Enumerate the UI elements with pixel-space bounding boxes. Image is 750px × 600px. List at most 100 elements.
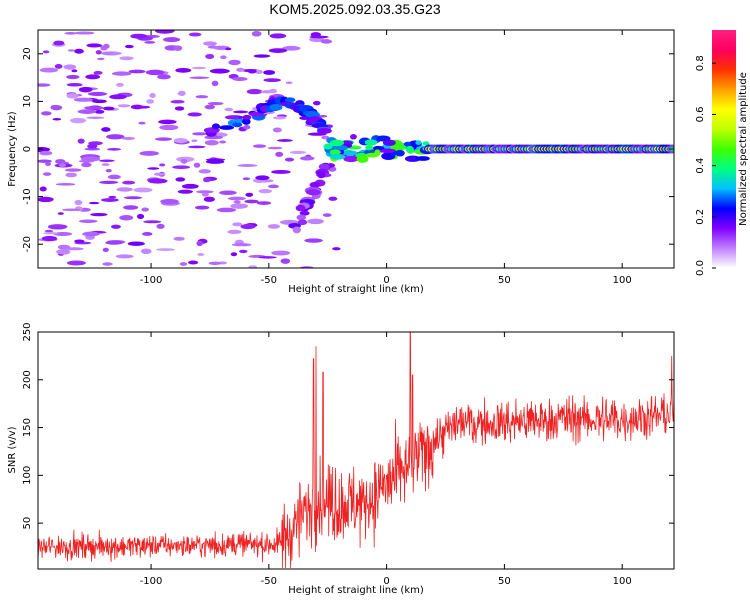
spectral-blob (87, 143, 98, 149)
spectral-blob (342, 150, 358, 156)
spectral-blob (136, 105, 151, 109)
spectral-blob (415, 140, 422, 145)
spectral-blob (180, 158, 188, 164)
spectral-blob (101, 198, 119, 202)
spectral-blob (304, 238, 323, 243)
spectral-blob (207, 101, 224, 106)
spectral-blob (251, 30, 262, 37)
spectral-blob (187, 145, 206, 149)
spectral-blob (246, 88, 263, 95)
spectral-blob (269, 103, 283, 111)
spectral-blob (195, 190, 214, 194)
spectral-blob (145, 69, 165, 76)
x-tick-label: 50 (498, 275, 511, 286)
spectrogram-xlabel: Height of straight line (km) (288, 284, 424, 295)
snr-ylabel: SNR (v/v) (7, 426, 18, 473)
spectral-blob (158, 119, 177, 125)
spectral-blob (187, 260, 199, 265)
spectral-blob (38, 83, 51, 87)
spectral-blob (42, 172, 52, 176)
spectral-blob (237, 164, 258, 167)
spectral-blob (240, 223, 256, 230)
spectral-blob (86, 43, 102, 48)
spectral-blob (111, 71, 132, 76)
spectral-blob (191, 66, 207, 70)
snr-xlabel: Height of straight line (km) (288, 585, 424, 596)
spectral-blob (174, 106, 185, 111)
spectral-blob (191, 139, 198, 143)
spectral-blob (156, 248, 175, 251)
spectral-blob (284, 97, 296, 103)
y-tick-label: 50 (22, 517, 33, 530)
spectral-blob (124, 44, 134, 49)
spectral-blob (309, 35, 329, 39)
spectral-blob (320, 39, 333, 44)
spectral-blob (275, 151, 284, 157)
spectral-blob (122, 180, 136, 185)
spectral-blob (92, 99, 107, 104)
spectral-blob (271, 250, 291, 256)
spectral-blob (241, 118, 251, 125)
spectral-blob (395, 149, 405, 157)
spectral-blob (205, 53, 215, 60)
spectral-blob (256, 201, 272, 205)
y-tick-label: 150 (22, 418, 33, 437)
spectral-blob (85, 74, 101, 80)
snr-panel: -100 -50 0 50 100 50 100 150 200 250 Height of st… (7, 322, 675, 596)
spectral-blob (94, 109, 105, 114)
spectral-blob (74, 48, 84, 54)
spectral-blob (87, 91, 108, 96)
spectral-blob (272, 127, 282, 133)
spectral-blob (179, 262, 188, 266)
spectral-blob (231, 243, 252, 247)
spectral-blob (203, 177, 211, 183)
spectral-blob (77, 138, 85, 144)
spectral-blob (333, 145, 348, 151)
x-tick-label: 0 (383, 275, 389, 286)
y-tick-label: 10 (22, 95, 33, 108)
spectral-blob (90, 212, 108, 217)
spectral-blob (233, 200, 241, 204)
spectral-blob (258, 256, 277, 259)
spectral-blob (172, 165, 191, 170)
spectral-blob (39, 67, 59, 73)
spectral-blob (356, 155, 369, 163)
y-tick-label: -10 (22, 188, 33, 204)
spectral-blob (372, 145, 385, 151)
spectral-blob (157, 74, 171, 80)
spectral-blob (328, 196, 338, 201)
spectral-blob (62, 208, 81, 212)
x-tick-label: -100 (140, 275, 163, 286)
spectral-blob (365, 144, 374, 151)
spectral-blob (70, 117, 87, 124)
spectral-blob (382, 139, 396, 146)
spectral-blob (74, 31, 95, 35)
spectral-blob (309, 181, 321, 188)
colorbar-tick-label: 0.8 (695, 55, 706, 71)
spectral-blob (65, 172, 77, 178)
spectral-blob (329, 153, 346, 160)
spectral-blob (116, 82, 124, 87)
spectral-blob (204, 139, 219, 146)
spectral-blob (143, 220, 162, 224)
spectral-blob (38, 196, 54, 203)
spectral-blob (58, 163, 67, 167)
spectral-blob (297, 219, 308, 226)
spectral-blob (284, 157, 295, 162)
y-tick-label: 20 (22, 47, 33, 60)
colorbar-tick-label: 0.0 (695, 260, 706, 276)
spectral-blob (292, 226, 302, 234)
spectral-blob (106, 134, 125, 140)
spectral-blob (54, 64, 63, 69)
spectral-blob (203, 196, 215, 202)
colorbar-label: Normalized spectral amplitude (738, 72, 749, 226)
spectral-blob (192, 132, 207, 136)
spectral-blob (173, 45, 183, 51)
spectral-blob (194, 205, 210, 210)
spectral-blob (64, 247, 84, 251)
spectral-blob (170, 100, 185, 104)
spectral-blob (153, 172, 166, 176)
spectral-blob (102, 262, 113, 266)
spectral-blob (263, 70, 276, 75)
